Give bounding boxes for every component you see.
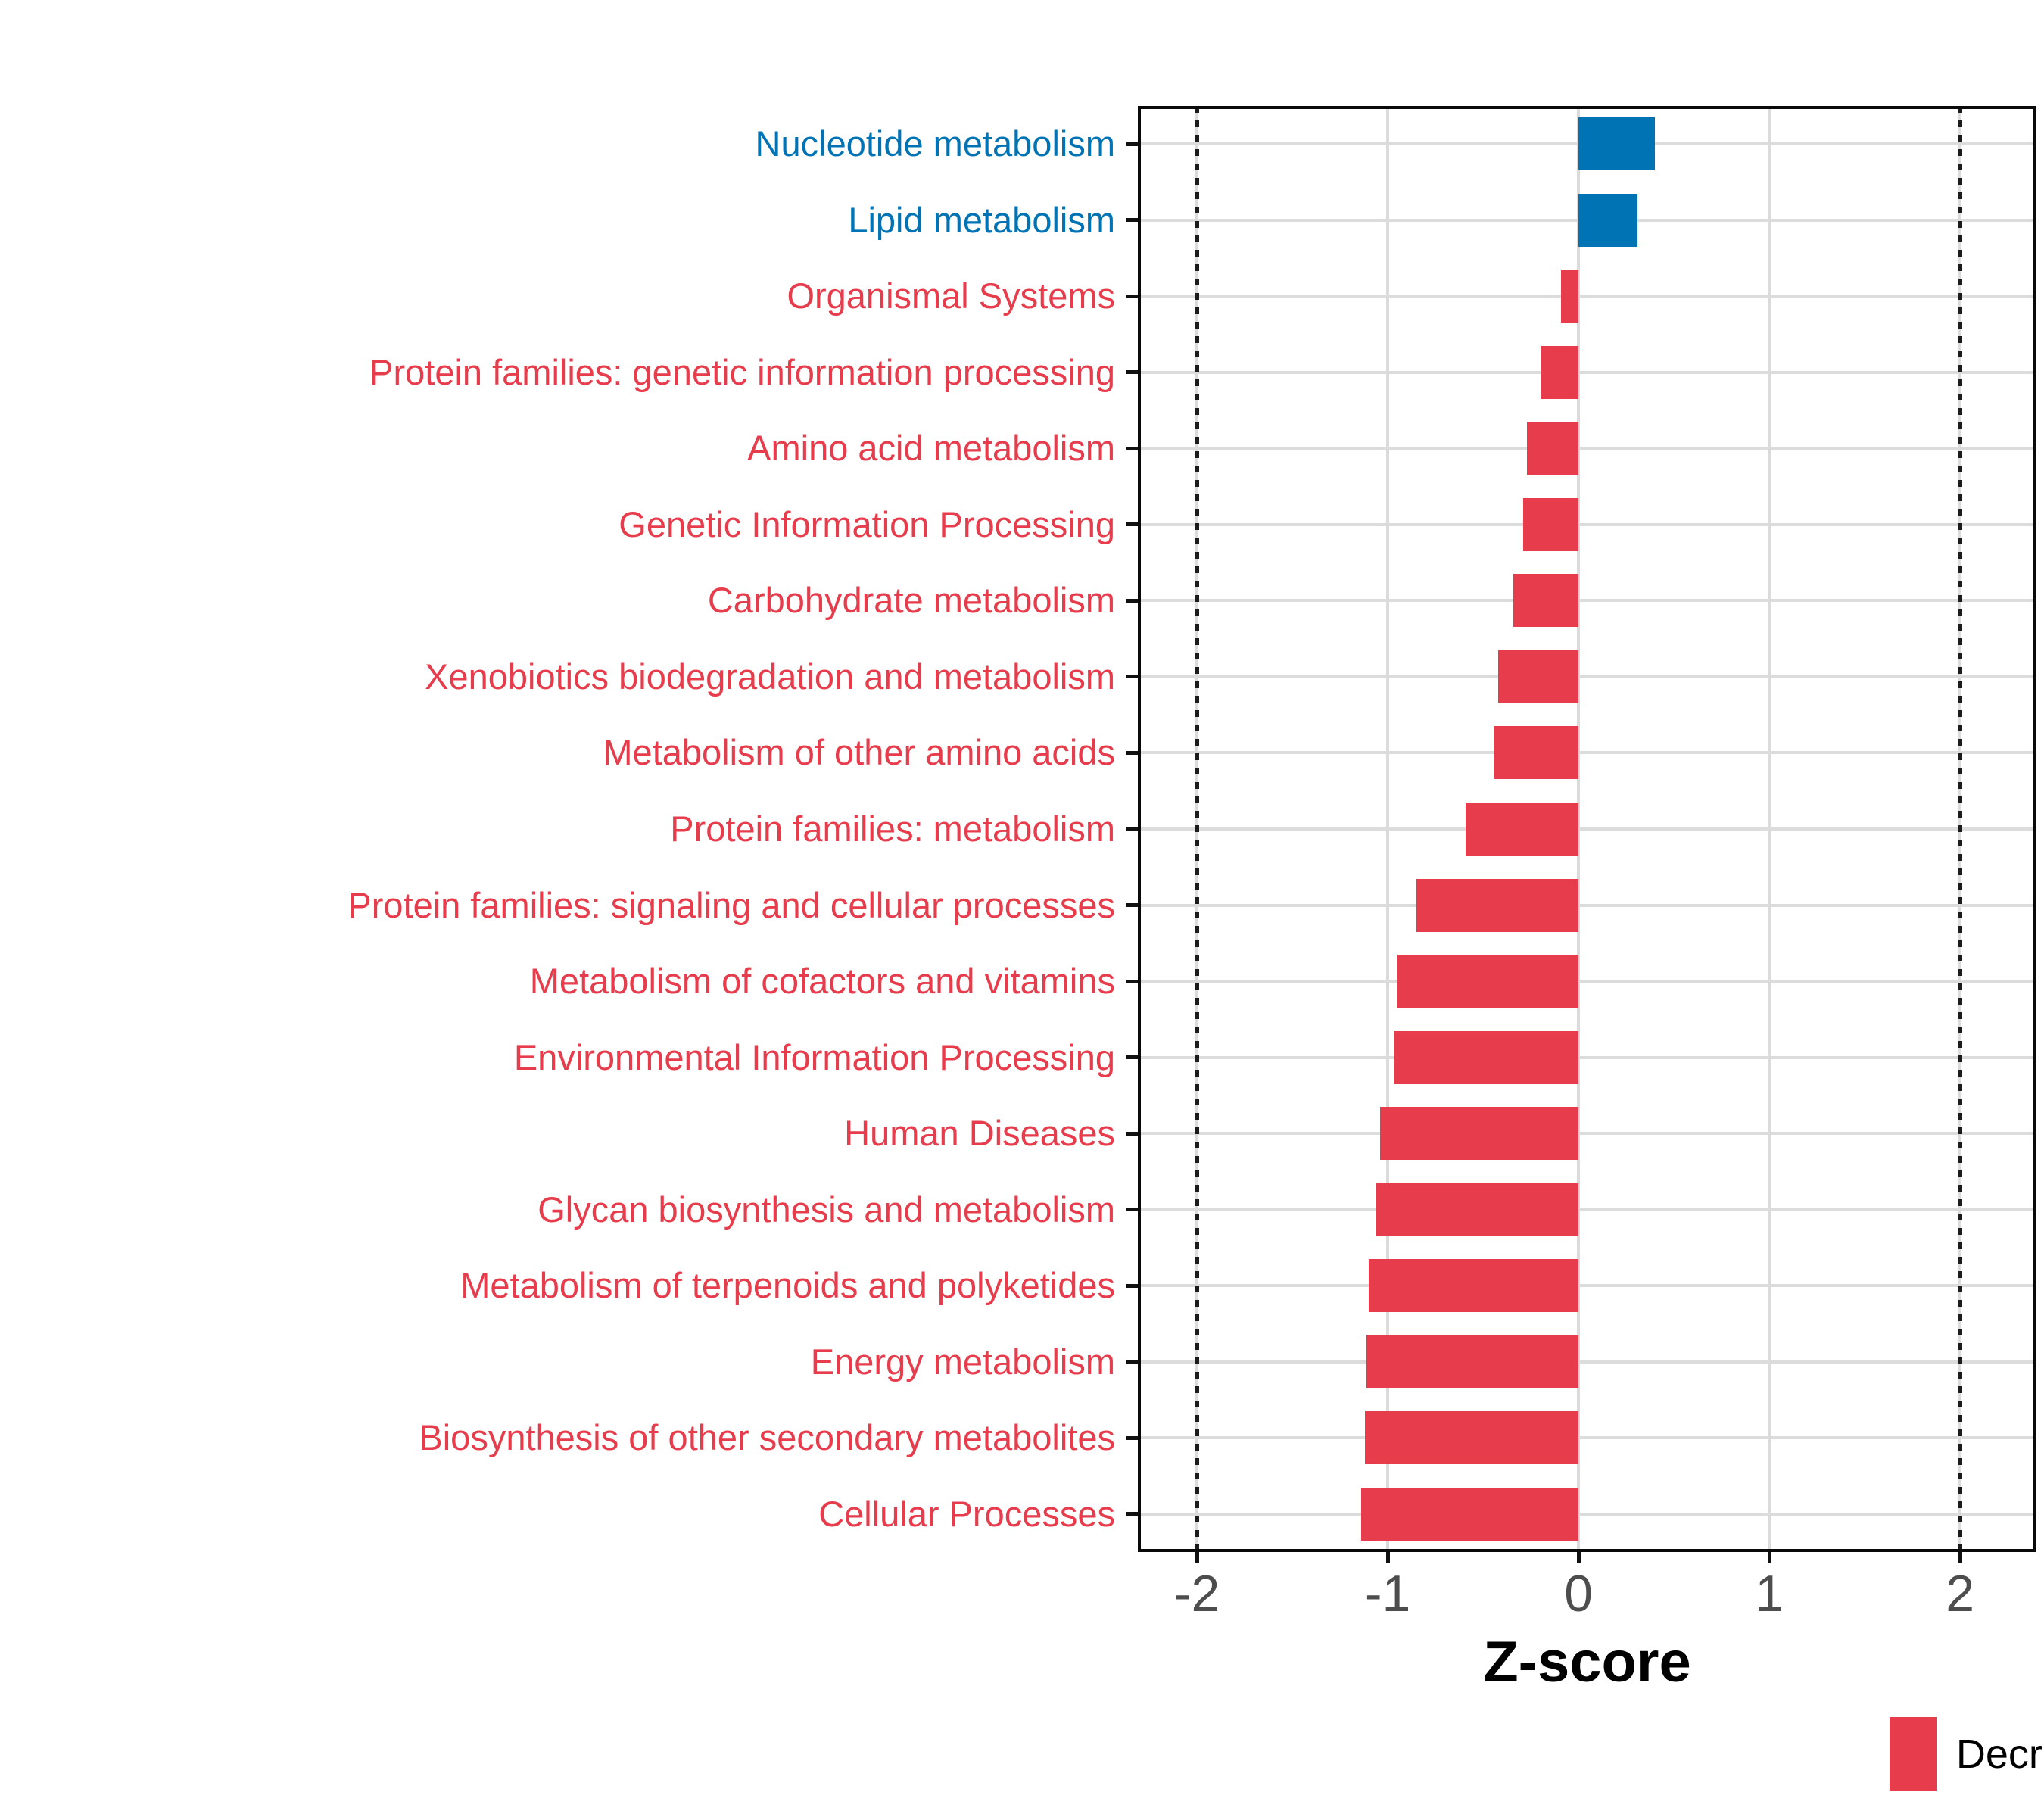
y-axis-tick (1126, 446, 1138, 450)
category-label: Protein families: genetic information pr… (369, 351, 1115, 392)
category-label: Xenobiotics biodegradation and metabolis… (425, 656, 1115, 697)
y-axis-tick (1126, 1512, 1138, 1516)
bar (1523, 497, 1579, 551)
y-axis-tick (1126, 218, 1138, 223)
y-axis-tick (1126, 1131, 1138, 1136)
bar (1364, 1411, 1579, 1465)
bar (1368, 1259, 1579, 1313)
x-tick-label: 2 (1946, 1565, 1975, 1622)
grid-line-horizontal (1138, 522, 2036, 526)
bar (1376, 1183, 1579, 1236)
bar (1397, 955, 1579, 1008)
grid-line-horizontal (1138, 295, 2036, 298)
x-axis-tick (1958, 1552, 1962, 1563)
category-label: Nucleotide metabolism (755, 123, 1115, 164)
x-axis-tick (1576, 1552, 1581, 1563)
y-axis-tick (1126, 1055, 1138, 1060)
grid-line-vertical (1386, 106, 1390, 1552)
category-label: Lipid metabolism (848, 199, 1115, 240)
category-label: Protein families: signaling and cellular… (347, 884, 1115, 925)
bar (1416, 878, 1579, 932)
x-axis-title: Z-score (1483, 1630, 1691, 1694)
x-tick-label: 1 (1755, 1565, 1784, 1622)
bar (1393, 1030, 1579, 1084)
grid-line-horizontal (1138, 1436, 2036, 1440)
bar (1540, 345, 1579, 399)
x-tick-label: -2 (1173, 1565, 1220, 1622)
category-label: Organismal Systems (787, 276, 1115, 316)
y-axis-tick (1126, 142, 1138, 146)
y-axis-tick (1126, 1435, 1138, 1440)
category-label: Genetic Information Processing (618, 503, 1115, 544)
bar (1494, 726, 1579, 780)
bar (1466, 803, 1579, 856)
legend-swatch-decrease (1889, 1717, 1937, 1791)
category-label: Biosynthesis of other secondary metaboli… (419, 1417, 1115, 1458)
y-axis-tick (1126, 598, 1138, 603)
grid-line-horizontal (1138, 370, 2036, 374)
grid-line-horizontal (1138, 1208, 2036, 1211)
bar (1513, 574, 1579, 628)
bar (1527, 422, 1579, 475)
reference-line (1958, 106, 1962, 1552)
legend-label-decrease: Decrease (1955, 1731, 2044, 1777)
plot-panel (1138, 106, 2036, 1552)
y-axis-tick (1126, 1360, 1138, 1364)
bar (1366, 1335, 1579, 1388)
y-axis-tick (1126, 903, 1138, 908)
grid-line-horizontal (1138, 1055, 2036, 1059)
category-label: Metabolism of terpenoids and polyketides (460, 1265, 1115, 1306)
grid-line-horizontal (1138, 751, 2036, 755)
category-label: Amino acid metabolism (747, 428, 1115, 469)
x-axis-tick (1385, 1552, 1390, 1563)
grid-line-horizontal (1138, 675, 2036, 678)
x-axis-tick (1195, 1552, 1199, 1563)
bar (1380, 1107, 1579, 1161)
grid-line-vertical (1768, 106, 1771, 1552)
grid-line-horizontal (1138, 1512, 2036, 1516)
category-label: Protein families: metabolism (670, 809, 1115, 849)
grid-line-horizontal (1138, 1132, 2036, 1136)
y-axis-tick (1126, 1208, 1138, 1212)
y-axis-tick (1126, 979, 1138, 983)
grid-line-horizontal (1138, 599, 2036, 603)
bar (1360, 1487, 1579, 1541)
grid-line-horizontal (1138, 1360, 2036, 1364)
bar (1578, 193, 1638, 247)
category-label: Metabolism of cofactors and vitamins (529, 961, 1115, 1002)
y-axis-tick (1126, 294, 1138, 298)
grid-line-vertical (1577, 106, 1581, 1552)
y-axis-tick (1126, 827, 1138, 831)
category-label: Environmental Information Processing (513, 1036, 1115, 1077)
grid-line-horizontal (1138, 1284, 2036, 1288)
bar (1498, 650, 1579, 703)
category-label: Human Diseases (844, 1113, 1115, 1154)
y-axis-tick (1126, 370, 1138, 375)
category-label: Cellular Processes (818, 1493, 1115, 1534)
grid-line-horizontal (1138, 827, 2036, 831)
y-axis-tick (1126, 522, 1138, 527)
grid-line-horizontal (1138, 447, 2036, 450)
category-label: Metabolism of other amino acids (603, 732, 1115, 773)
x-tick-label: -1 (1364, 1565, 1411, 1622)
grid-line-horizontal (1138, 980, 2036, 983)
reference-line (1195, 106, 1199, 1552)
legend: Decrease Increase (0, 1717, 2044, 1791)
y-axis-tick (1126, 750, 1138, 755)
y-axis-tick (1126, 1283, 1138, 1288)
category-label: Energy metabolism (810, 1341, 1115, 1382)
category-label: Glycan biosynthesis and metabolism (537, 1189, 1115, 1230)
y-axis-tick (1126, 675, 1138, 679)
grid-line-horizontal (1138, 903, 2036, 907)
bar (1578, 117, 1655, 171)
bar (1561, 270, 1579, 323)
x-tick-label: 0 (1564, 1565, 1594, 1622)
x-axis-tick (1767, 1552, 1771, 1563)
category-label: Carbohydrate metabolism (707, 580, 1115, 621)
